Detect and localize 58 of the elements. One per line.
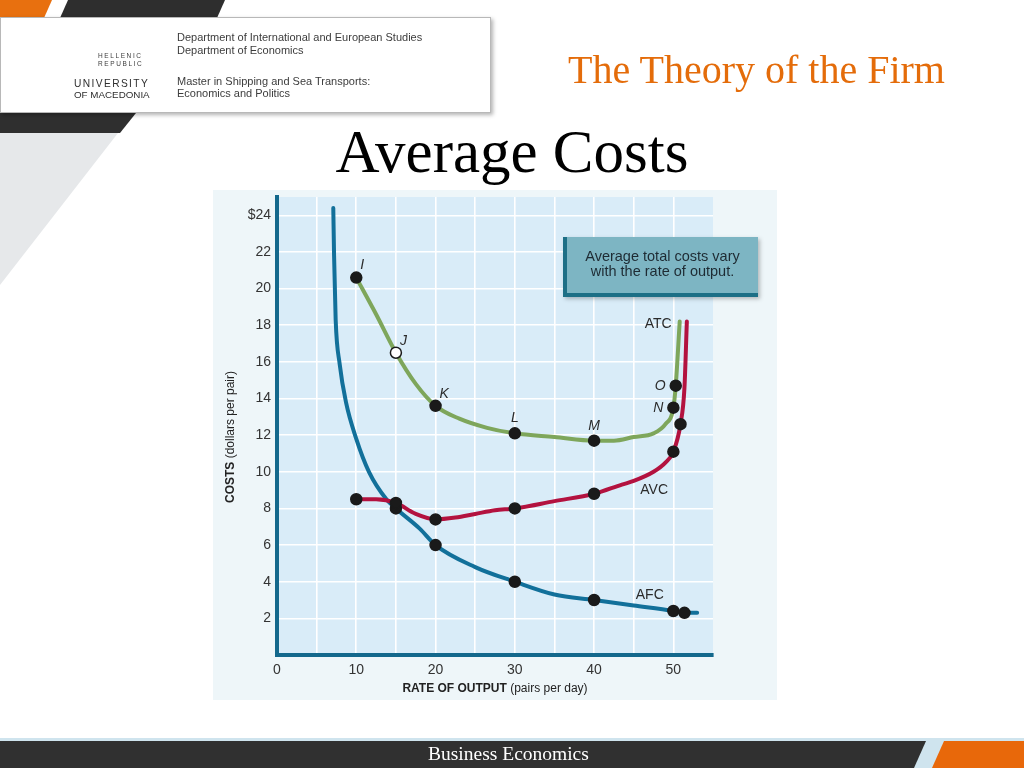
annotation: O xyxy=(654,376,666,393)
annotation: L xyxy=(510,409,519,426)
series-label: ATC xyxy=(644,315,672,332)
x-tick-label: 0 xyxy=(273,661,282,678)
x-axis-title: RATE OF OUTPUT (pairs per day) xyxy=(402,681,588,695)
x-tick-label: 10 xyxy=(348,661,365,678)
x-tick-label: 40 xyxy=(586,661,603,678)
annotation: M xyxy=(588,416,601,433)
y-tick-label: 20 xyxy=(255,279,272,296)
text: OF MACEDONIA xyxy=(74,88,150,100)
y-tick-label: 22 xyxy=(255,242,272,259)
point xyxy=(350,493,363,506)
point xyxy=(429,513,442,526)
y-tick-label: 6 xyxy=(263,535,272,552)
point xyxy=(674,417,687,431)
annotation: N xyxy=(653,398,665,415)
text: Department of International and European Studies xyxy=(177,30,423,43)
y-tick-label: 12 xyxy=(255,426,272,443)
annotation: J xyxy=(398,331,408,348)
point xyxy=(669,379,682,392)
text: Department of Economics xyxy=(177,43,304,56)
point xyxy=(587,487,601,501)
annotation: I xyxy=(360,256,365,273)
text: Business Economics xyxy=(428,742,589,764)
x-tick-label: 50 xyxy=(665,661,682,678)
point xyxy=(429,399,442,413)
point xyxy=(667,401,680,414)
y-tick-label: 2 xyxy=(263,609,272,626)
annotation: K xyxy=(439,384,450,401)
y-tick-label: 18 xyxy=(255,316,272,333)
point xyxy=(587,593,601,607)
x-tick-label: 20 xyxy=(427,661,444,678)
y-tick-label: $24 xyxy=(247,206,272,223)
point xyxy=(508,502,522,515)
point xyxy=(667,445,680,458)
series-label: AFC xyxy=(635,585,664,602)
y-tick-label: 16 xyxy=(255,352,272,369)
y-axis-title: COSTS (dollars per pair) xyxy=(223,370,237,504)
point xyxy=(508,575,522,588)
series-label: AVC xyxy=(640,481,669,498)
point xyxy=(389,346,403,359)
point xyxy=(587,434,601,447)
text: The Theory of the Firm xyxy=(568,46,945,92)
y-tick-label: 8 xyxy=(263,499,272,516)
text: Economics and Politics xyxy=(177,86,291,99)
text: Master in Shipping and Sea Transports: xyxy=(177,74,371,87)
y-tick-label: 10 xyxy=(255,462,272,479)
y-tick-label: 14 xyxy=(255,389,272,406)
point xyxy=(667,604,680,618)
point xyxy=(350,271,363,284)
annotation: Average total costs vary with the rate of output. xyxy=(584,248,741,279)
text: UNIVERSITY xyxy=(74,77,150,89)
chart-title: Average Costs xyxy=(334,117,690,185)
point xyxy=(678,606,691,620)
x-tick-label: 30 xyxy=(507,661,523,678)
point xyxy=(429,538,442,552)
y-tick-label: 4 xyxy=(263,572,272,589)
point xyxy=(508,427,522,440)
